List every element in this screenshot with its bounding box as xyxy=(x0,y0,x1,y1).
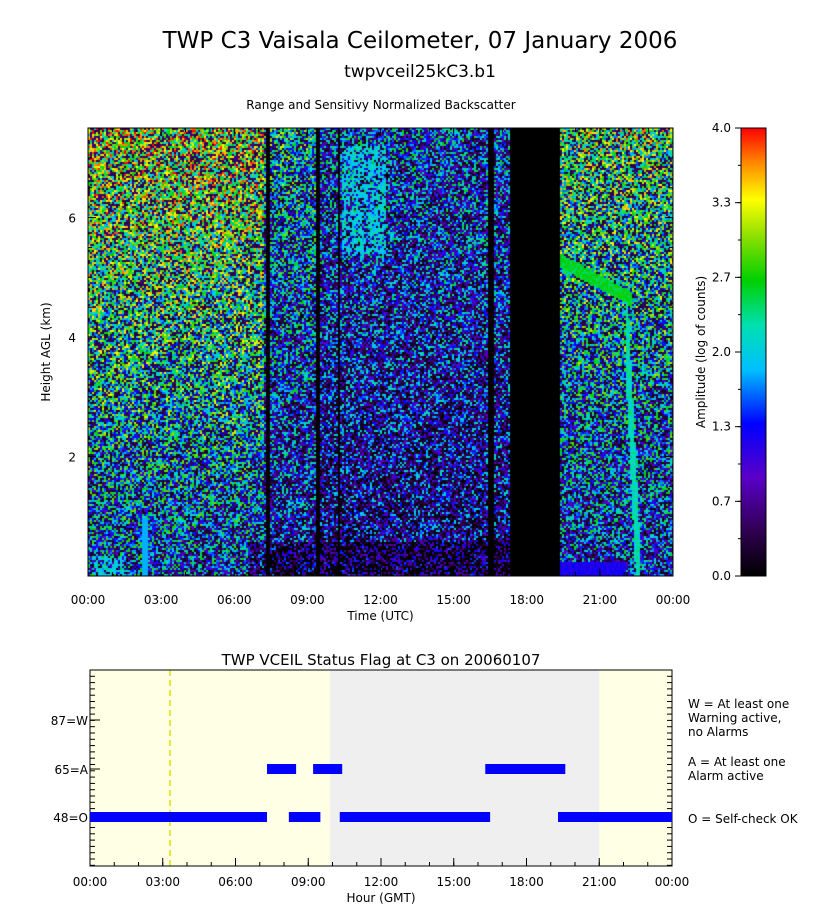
colorbar-tick-label: 2.0 xyxy=(712,345,731,359)
heatmap-x-tick-label: 00:00 xyxy=(71,593,106,607)
status-x-tick-label: 21:00 xyxy=(582,875,617,889)
status-flag-bar xyxy=(339,812,491,822)
status-x-tick-label: 15:00 xyxy=(436,875,471,889)
heatmap-x-tick-label: 03:00 xyxy=(144,593,179,607)
status-legend-line: O = Self-check OK xyxy=(688,812,799,826)
main-title: TWP C3 Vaisala Ceilometer, 07 January 20… xyxy=(162,28,678,54)
colorbar-tick-label: 1.3 xyxy=(712,420,731,434)
backscatter-title: Range and Sensitivy Normalized Backscatt… xyxy=(246,98,516,112)
heatmap-x-tick-label: 00:00 xyxy=(656,593,691,607)
status-legend-line: A = At least one xyxy=(688,755,786,769)
heatmap-canvas xyxy=(88,128,673,576)
status-x-tick-label: 12:00 xyxy=(364,875,399,889)
status-legend-line: Warning active, xyxy=(688,711,781,725)
colorbar-tick-label: 4.0 xyxy=(712,121,731,135)
heatmap-x-tick-label: 12:00 xyxy=(363,593,398,607)
heatmap-y-tick-label: 2 xyxy=(68,451,76,465)
colorbar-tick-label: 3.3 xyxy=(712,196,731,210)
status-flag-bar xyxy=(288,812,321,822)
status-flag-plot: 48=O 65=A 87=W 00:00 03:00 06:00 09:00 12:00 15:… xyxy=(51,669,690,905)
status-flag-bar xyxy=(485,764,566,774)
colorbar: 0.0 0.7 1.3 2.0 2.7 3.3 4.0 Amplitude (log of c… xyxy=(694,121,767,583)
heatmap-y-tick-label: 4 xyxy=(68,331,76,345)
status-flag-bar xyxy=(267,764,297,774)
status-y-tick-label: 87=W xyxy=(51,714,88,728)
status-flag-bar xyxy=(90,812,268,822)
heatmap-x-tick-label: 21:00 xyxy=(583,593,618,607)
heatmap-x-label: Time (UTC) xyxy=(346,609,413,623)
status-legend-line: no Alarms xyxy=(688,725,748,739)
status-x-tick-label: 03:00 xyxy=(145,875,180,889)
status-x-tick-label: 06:00 xyxy=(218,875,253,889)
status-y-tick-label: 65=A xyxy=(54,763,88,777)
heatmap-x-tick-label: 06:00 xyxy=(217,593,252,607)
sub-title: twpvceil25kC3.b1 xyxy=(344,62,496,82)
heatmap-x-tick-label: 09:00 xyxy=(290,593,325,607)
colorbar-tick-label: 2.7 xyxy=(712,270,731,284)
status-legend-line: W = At least one xyxy=(688,697,789,711)
status-x-tick-label: 00:00 xyxy=(73,875,108,889)
colorbar-tick-label: 0.7 xyxy=(712,494,731,508)
colorbar-gradient xyxy=(740,127,767,577)
status-y-tick-label: 48=O xyxy=(53,811,88,825)
heatmap-raster xyxy=(88,128,673,576)
status-legend: W = At least one Warning active, no Alar… xyxy=(688,697,799,826)
status-flag-title: TWP VCEIL Status Flag at C3 on 20060107 xyxy=(221,651,541,669)
backscatter-heatmap xyxy=(88,128,673,576)
heatmap-y-label: Height AGL (km) xyxy=(39,302,53,401)
status-x-tick-label: 00:00 xyxy=(655,875,690,889)
status-x-tick-label: 18:00 xyxy=(509,875,544,889)
status-flag-bar xyxy=(313,764,343,774)
heatmap-x-tick-label: 18:00 xyxy=(509,593,544,607)
colorbar-tick-label: 0.0 xyxy=(712,569,731,583)
status-x-label: Hour (GMT) xyxy=(346,891,415,905)
colorbar-label: Amplitude (log of counts) xyxy=(694,276,708,428)
heatmap-x-tick-label: 15:00 xyxy=(436,593,471,607)
heatmap-y-tick-label: 6 xyxy=(68,212,76,226)
status-x-tick-label: 09:00 xyxy=(291,875,326,889)
status-legend-line: Alarm active xyxy=(688,769,764,783)
status-flag-bar xyxy=(558,812,672,822)
backscatter-axes: 00:00 03:00 06:00 09:00 12:00 15:00 18:00 21:00… xyxy=(39,127,691,623)
